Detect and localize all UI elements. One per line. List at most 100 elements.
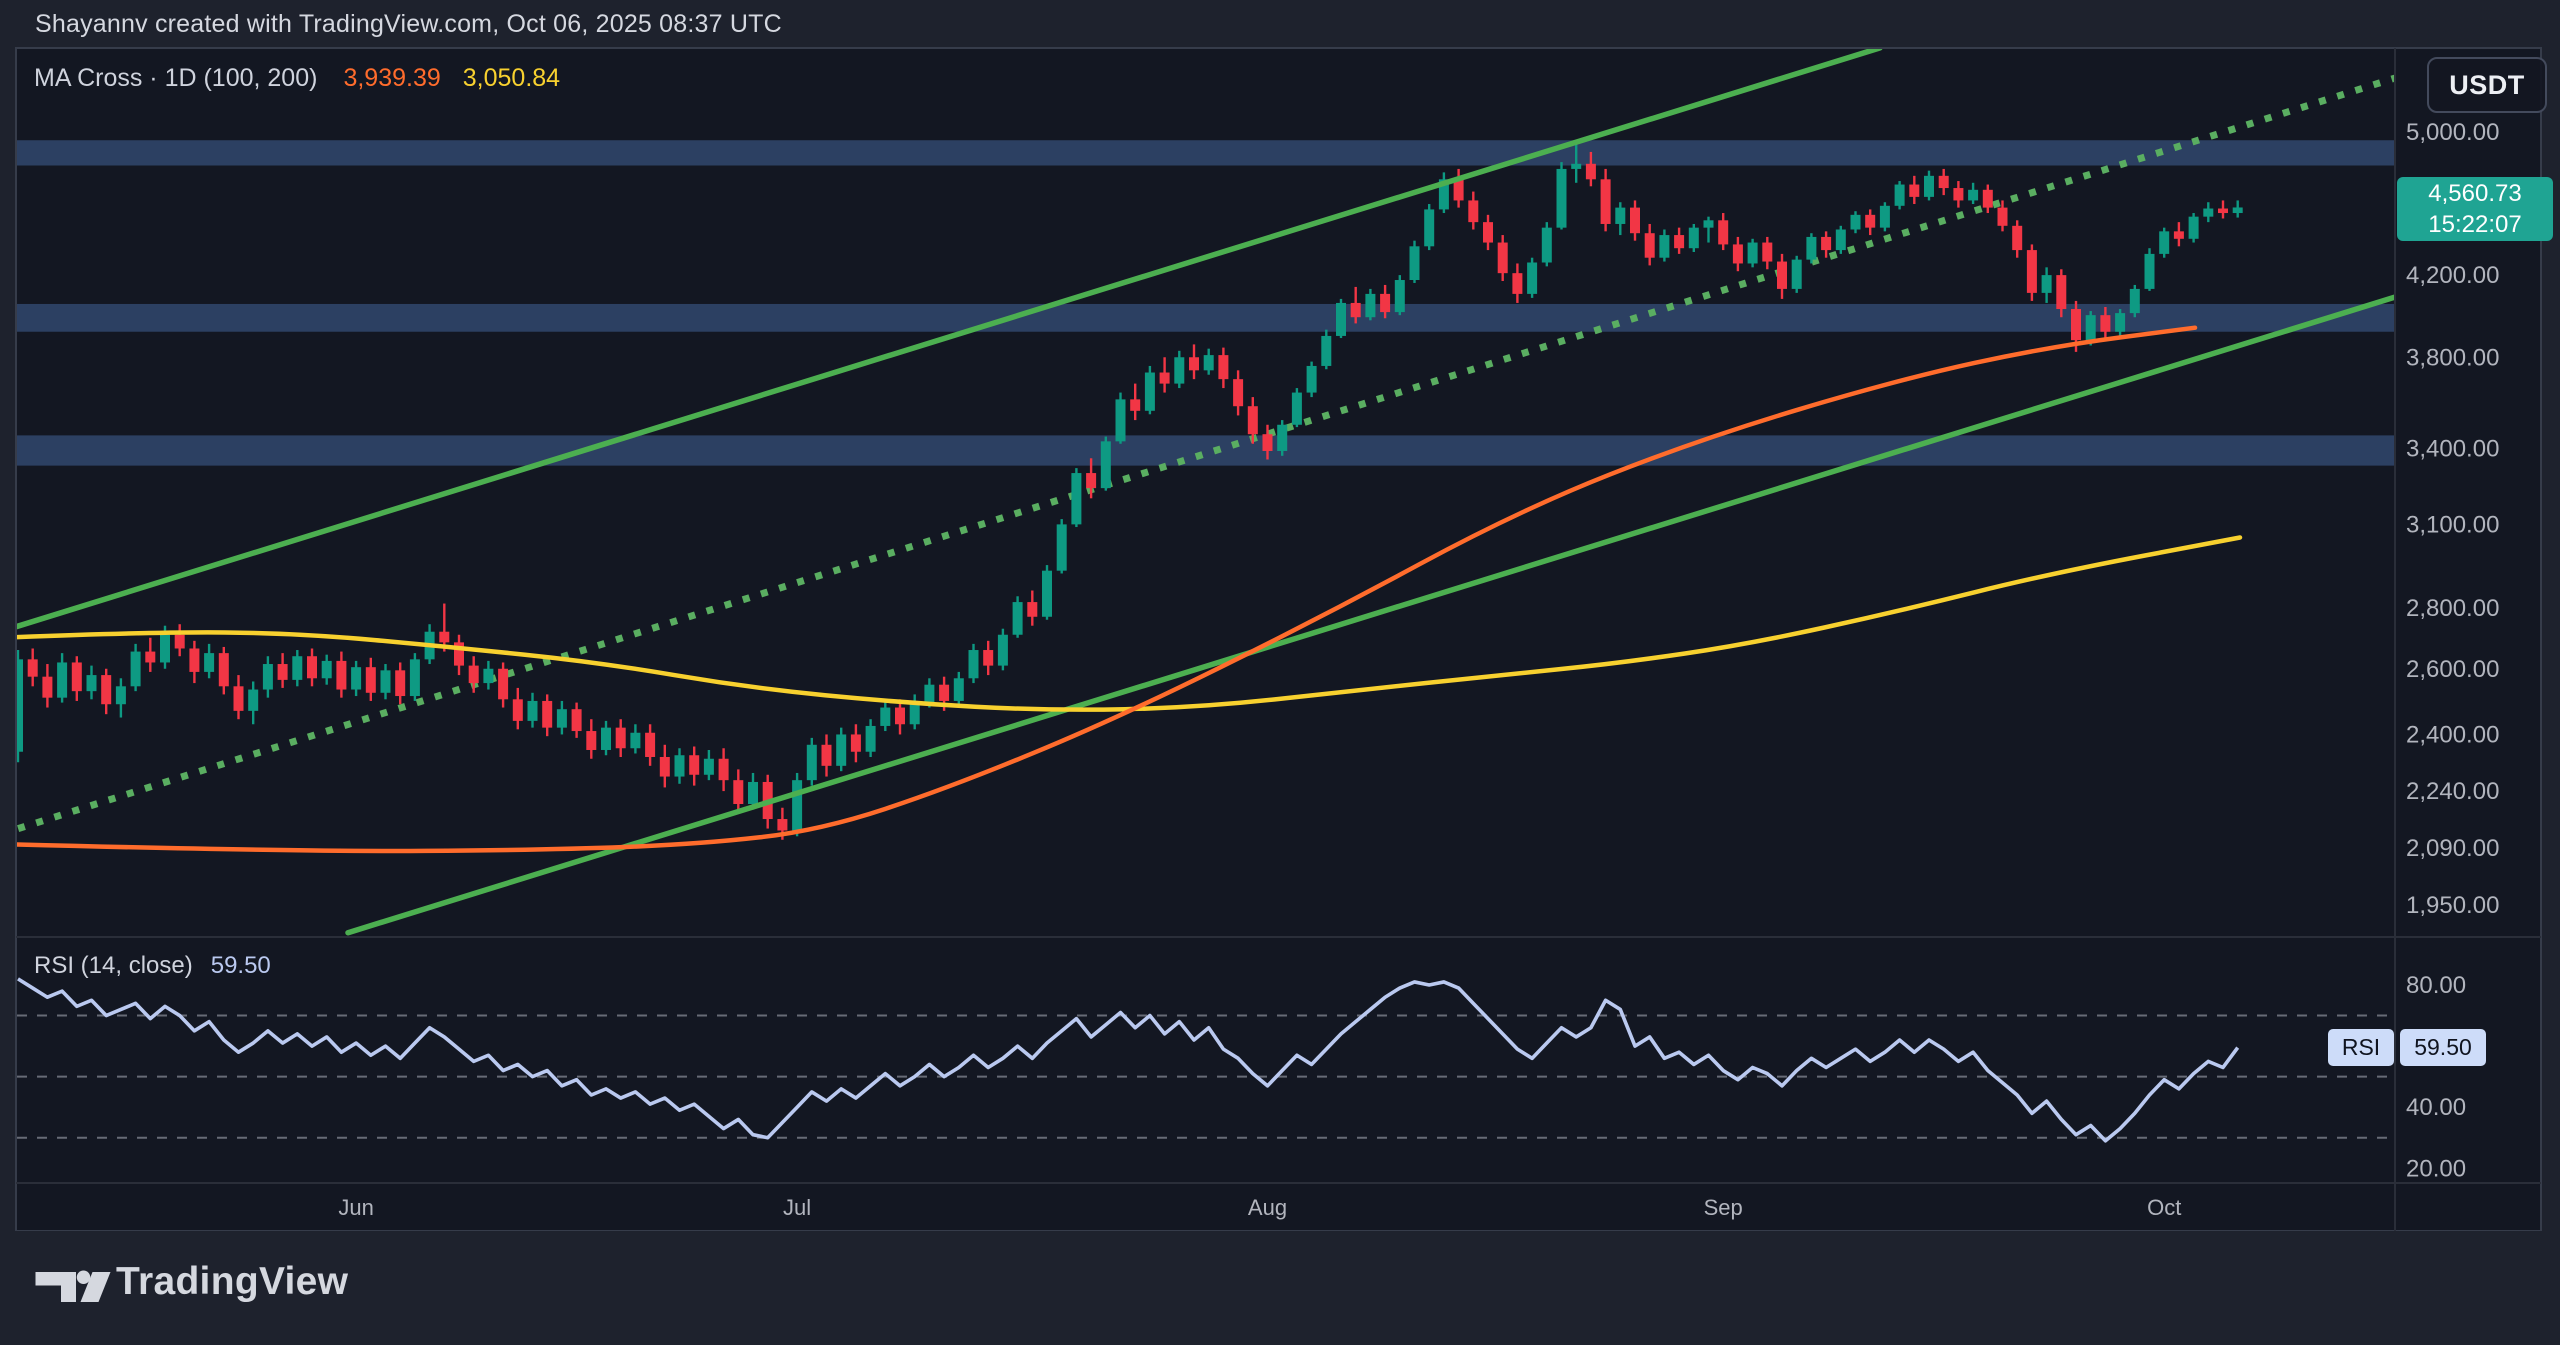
last-price-badge: 4,560.73 15:22:07 [2397,177,2553,241]
candle-down [1233,379,1244,407]
candle-down [1262,434,1273,451]
candle-up [674,755,685,777]
candle-down [101,675,112,705]
candle-up [1703,220,1714,228]
indicator-legend-rsi[interactable]: RSI (14, close) 59.50 [34,952,271,980]
candle-up [1071,473,1082,525]
candle-down [586,731,597,750]
candle-down [571,709,582,732]
candle-down [2026,250,2037,293]
candle-up [57,662,68,698]
candle-up [1835,229,1846,251]
supply-demand-zone[interactable] [17,435,2394,466]
candle-down [1027,602,1038,617]
candle-up [160,634,170,663]
candle-up [292,656,303,680]
candle-down [1982,189,1993,208]
candle-down [1997,207,2008,226]
candle-up [2144,253,2155,289]
candle-down [1865,214,1876,228]
candle-down [512,699,523,721]
rsi-legend-value: 59.50 [210,952,271,979]
candle-up [1144,372,1155,411]
candle-up [17,659,23,752]
candle-up [630,732,641,749]
candle-down [498,668,509,700]
candle-down [777,819,788,831]
month-label: Jul [783,1195,811,1220]
candle-up [1924,175,1934,197]
price-tick-label: 2,240.00 [2406,778,2499,805]
candle-up [865,725,876,752]
price-axis[interactable]: 5,000.00 4,200.00 3,800.00 3,400.00 3,100.00… [2406,119,2499,1182]
candle-down [233,686,244,711]
channel-trendline[interactable] [345,280,2450,936]
candle-up [2129,288,2140,314]
candle-down [1247,406,1258,435]
candle-up [130,651,141,687]
candle-down [718,758,729,781]
candle-up [1527,262,1538,294]
candle-down [1909,184,1920,197]
candle-down [42,676,53,698]
candle-up [2041,275,2052,293]
rsi-axis-label-badge: RSI [2328,1029,2394,1066]
price-tick-label: 5,000.00 [2406,119,2499,146]
candle-down [218,653,229,687]
tradingview-wordmark[interactable]: TradingView [116,1260,349,1303]
candle-down [983,650,994,666]
candle-up [527,700,538,721]
candle-up [1541,227,1552,263]
attribution-text: Shayannv created with TradingView.com, O… [35,10,782,38]
candle-down [277,664,288,680]
symbol-button[interactable]: USDT [2427,57,2547,113]
candle-up [248,689,259,711]
candle-down [733,780,744,805]
candle-down [1777,261,1787,289]
ma-ma100-line[interactable] [0,325,2198,854]
indicator-legend-ma-cross[interactable]: MA Cross · 1D (100, 200) 3,939.39 3,050.84 [34,64,560,93]
candle-up [1791,259,1802,289]
candle-down [189,648,200,672]
candle-down [2071,309,2081,341]
price-pane[interactable] [0,48,2450,936]
candle-up [1556,168,1567,228]
candle-up [806,744,817,781]
tradingview-logo-icon[interactable] [34,1263,112,1311]
rsi-line [17,977,2240,1143]
candle-up [1291,392,1302,425]
candle-down [307,656,317,679]
candle-down [615,727,626,749]
footer-bar: TradingView [0,1231,2560,1345]
price-zones-layer [17,140,2394,466]
supply-demand-zone[interactable] [17,303,2394,332]
candle-up [483,668,494,684]
candle-down [1630,207,1640,234]
candle-up [86,675,97,692]
candle-up [1306,365,1317,393]
candle-down [174,634,185,649]
candle-up [1042,570,1052,617]
price-tick-label: 2,600.00 [2406,656,2499,683]
ma200-value: 3,050.84 [462,64,561,92]
candle-down [1189,357,1199,371]
candle-down [1674,235,1685,249]
candle-up [1806,236,1817,260]
channel-trendline[interactable] [0,48,1883,632]
ma-ma200-line[interactable] [0,535,2243,712]
candle-up [1115,399,1126,442]
dotted-trendline[interactable] [0,74,2400,834]
price-tick-label: 4,200.00 [2406,262,2499,289]
candle-up [2188,216,2199,239]
supply-demand-zone[interactable] [17,140,2394,166]
candle-down [939,684,950,701]
month-label: Jun [338,1195,373,1220]
candle-up [1659,235,1670,258]
time-axis[interactable]: Jun Jul Aug Sep Oct [338,1195,2181,1220]
rsi-pane[interactable] [17,977,2394,1143]
candle-up [321,660,332,679]
price-tick-label: 3,100.00 [2406,511,2499,538]
candle-up [1203,355,1214,371]
candle-up [1688,227,1699,249]
